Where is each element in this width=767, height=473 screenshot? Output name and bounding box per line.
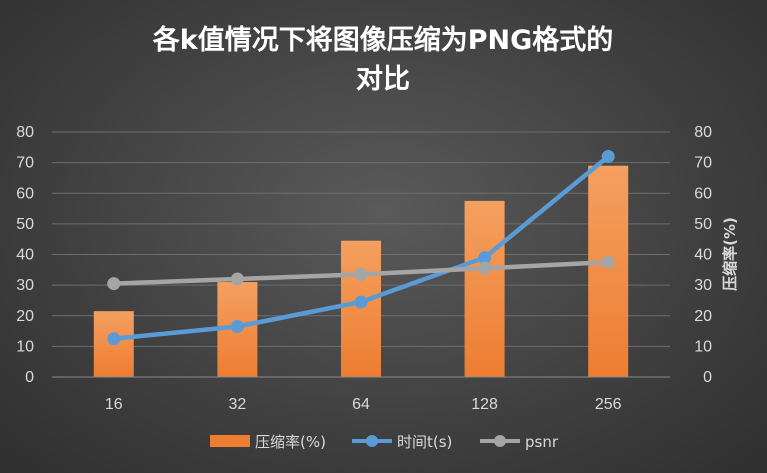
y2-tick-label: 50	[694, 216, 712, 233]
x-tick-label: 256	[595, 396, 622, 413]
x-tick-label: 128	[471, 396, 498, 413]
y-tick-label: 0	[25, 369, 34, 386]
line-series	[107, 150, 615, 346]
legend-marker	[494, 435, 506, 447]
legend-label: psnr	[525, 433, 559, 451]
secondary-axis-title: 压缩率(%)	[721, 217, 739, 291]
legend-marker	[366, 435, 378, 447]
y-tick-label: 20	[16, 308, 34, 325]
x-tick-label: 16	[105, 396, 123, 413]
y-tick-label: 30	[16, 277, 34, 294]
legend-label: 时间t(s)	[397, 433, 452, 451]
bar	[588, 165, 629, 377]
y2-tick-label: 60	[694, 185, 712, 202]
x-tick-label: 32	[229, 396, 247, 413]
data-point	[107, 332, 121, 346]
data-point	[354, 267, 368, 281]
x-tick-label: 64	[352, 396, 370, 413]
y2-tick-label: 30	[694, 277, 712, 294]
y2-tick-label: 70	[694, 155, 712, 172]
bar	[341, 240, 381, 377]
data-point	[478, 261, 492, 275]
legend: 压缩率(%) 时间t(s) psnr	[210, 433, 559, 451]
y2-tick-label: 40	[694, 247, 712, 264]
y-tick-label: 10	[16, 338, 34, 355]
y-tick-label: 70	[16, 155, 34, 172]
legend-swatch	[210, 435, 250, 447]
chart-title-line2: 对比	[356, 64, 410, 95]
data-point	[354, 295, 368, 309]
y-tick-label: 40	[16, 247, 34, 264]
data-point	[601, 150, 615, 163]
legend-label: 压缩率(%)	[255, 433, 326, 451]
data-point	[107, 277, 121, 291]
data-point	[230, 272, 244, 286]
chart-title-line1: 各k值情况下将图像压缩为PNG格式的	[152, 24, 614, 56]
y2-tick-label: 10	[694, 338, 712, 355]
y-tick-label: 50	[16, 216, 34, 233]
y-tick-label: 80	[16, 124, 34, 141]
y2-tick-label: 80	[694, 124, 712, 141]
y-tick-label: 60	[16, 185, 34, 202]
bar	[464, 200, 505, 377]
axes: 0 10 20 30 40 50 60 70 80 0 10 20 30 40 50 60 70 80 16 32 64…	[16, 124, 712, 413]
data-point	[478, 251, 492, 265]
data-point	[230, 319, 244, 333]
data-point	[601, 255, 615, 269]
y2-tick-label: 0	[703, 369, 712, 386]
y2-tick-label: 20	[694, 308, 712, 325]
